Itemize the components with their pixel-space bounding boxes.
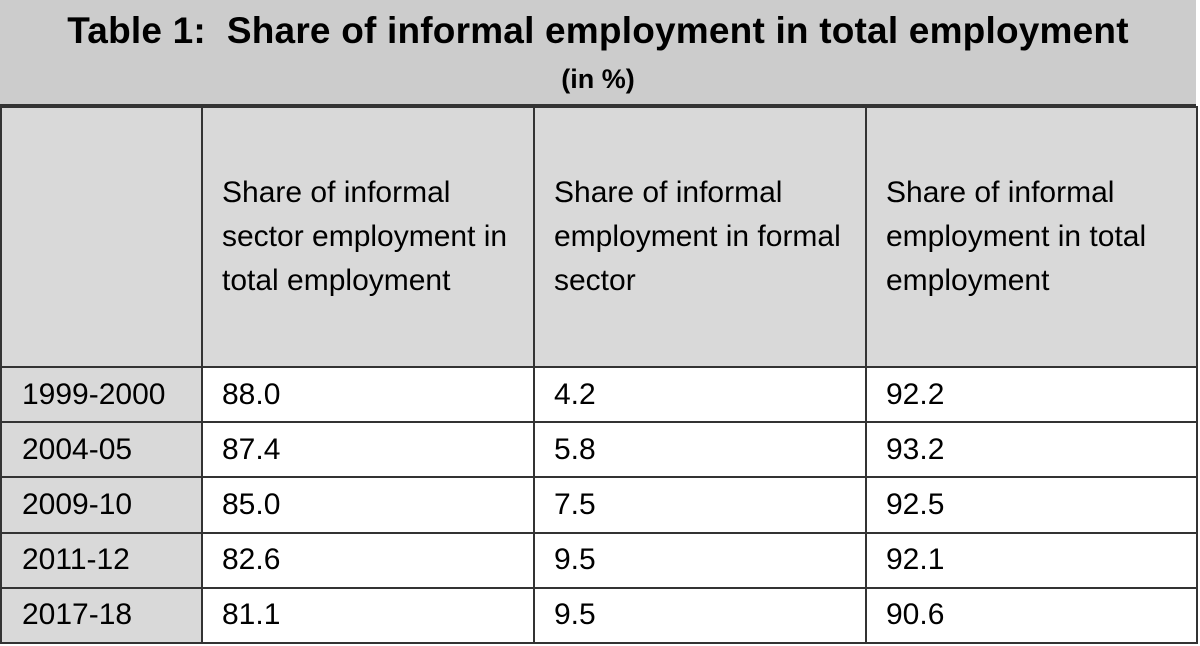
value-cell: 87.4 [201,421,535,479]
table-row: 2017-18 81.1 9.5 90.6 [0,586,1198,645]
year-cell: 2011-12 [0,531,203,589]
year-cell: 1999-2000 [0,365,203,424]
value-cell: 7.5 [533,476,867,534]
table-row: 2011-12 82.6 9.5 92.1 [0,531,1198,589]
column-header-informal-total: Share of informal employment in total em… [865,106,1198,368]
value-cell: 92.1 [865,531,1198,589]
value-cell: 9.5 [533,586,867,645]
value-cell: 9.5 [533,531,867,589]
column-header-informal-sector: Share of informal sector employment in t… [201,106,535,368]
header-row: Share of informal sector employment in t… [0,106,1198,368]
value-cell: 90.6 [865,586,1198,645]
year-cell: 2017-18 [0,586,203,645]
value-cell: 82.6 [201,531,535,589]
year-cell: 2009-10 [0,476,203,534]
title-band: Table 1: Share of informal employment in… [0,0,1196,106]
table-title: Table 1: Share of informal employment in… [67,10,1129,51]
value-cell: 92.5 [865,476,1198,534]
corner-header [0,106,203,368]
value-cell: 81.1 [201,586,535,645]
value-cell: 5.8 [533,421,867,479]
table-row: 1999-2000 88.0 4.2 92.2 [0,365,1198,424]
value-cell: 88.0 [201,365,535,424]
column-header-informal-in-formal: Share of informal employment in formal s… [533,106,867,368]
value-cell: 4.2 [533,365,867,424]
table-row: 2004-05 87.4 5.8 93.2 [0,421,1198,479]
data-table: Share of informal sector employment in t… [0,106,1198,645]
year-cell: 2004-05 [0,421,203,479]
table-subtitle: (in %) [561,64,635,94]
value-cell: 93.2 [865,421,1198,479]
table-row: 2009-10 85.0 7.5 92.5 [0,476,1198,534]
value-cell: 92.2 [865,365,1198,424]
value-cell: 85.0 [201,476,535,534]
